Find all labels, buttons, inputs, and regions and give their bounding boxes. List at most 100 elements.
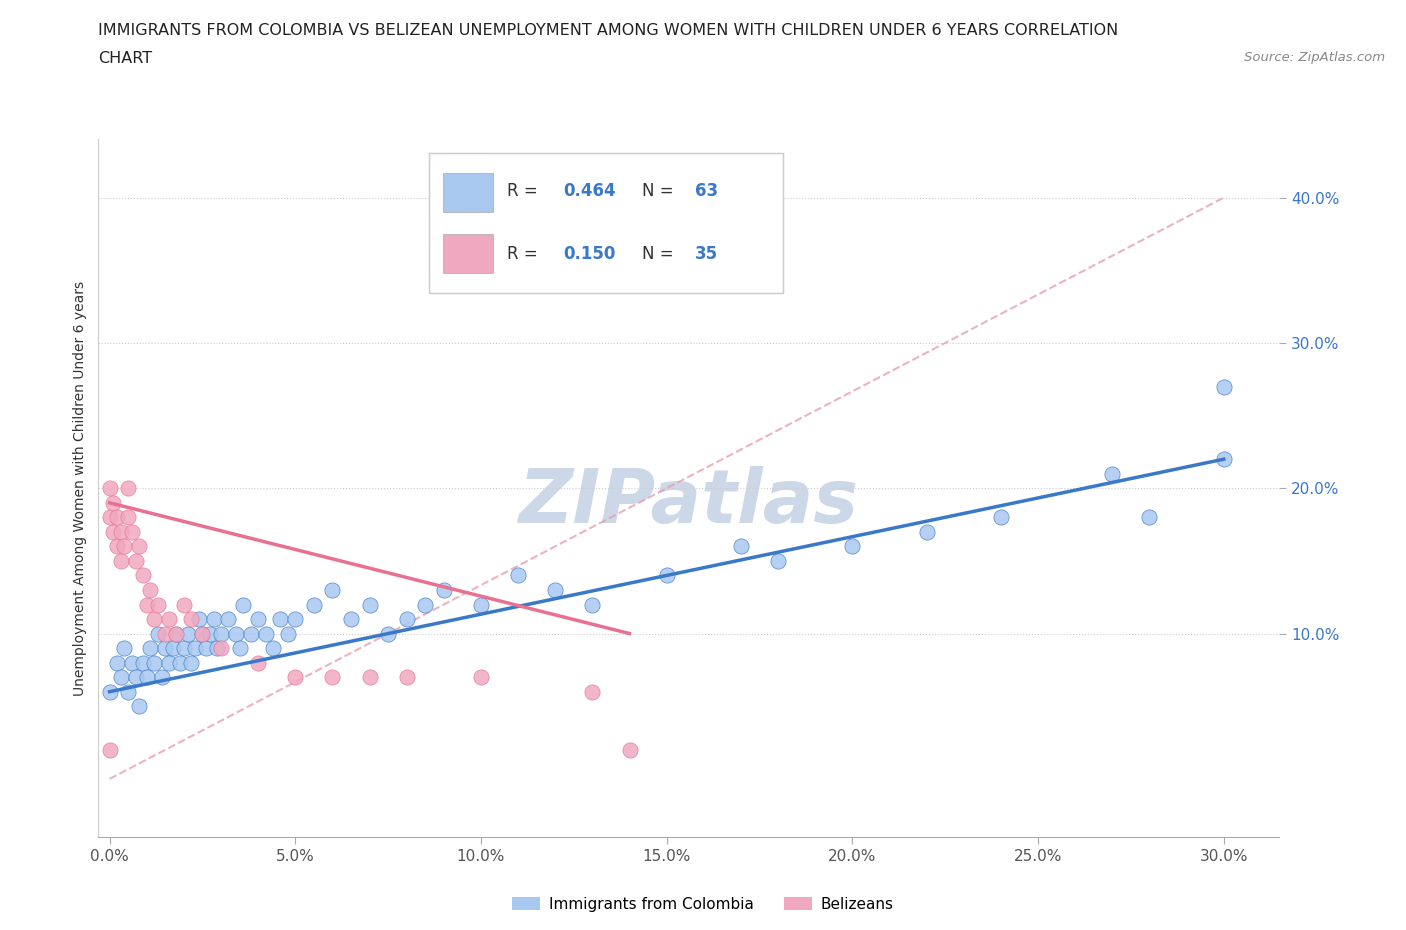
Point	[180, 612, 202, 627]
Point	[121, 525, 143, 539]
Point	[157, 655, 180, 670]
Point	[121, 655, 143, 670]
Point	[413, 597, 436, 612]
Point	[915, 525, 938, 539]
Point	[132, 655, 155, 670]
Point	[581, 597, 603, 612]
Point	[225, 626, 247, 641]
Point	[209, 641, 232, 656]
Point	[198, 626, 221, 641]
Point	[155, 626, 177, 641]
Point	[232, 597, 254, 612]
Point	[176, 626, 198, 641]
Point	[990, 510, 1012, 525]
Point	[544, 582, 567, 597]
Point	[105, 539, 128, 554]
Point	[128, 698, 150, 713]
Point	[124, 670, 146, 684]
Point	[180, 655, 202, 670]
Text: CHART: CHART	[98, 51, 152, 66]
Point	[150, 670, 173, 684]
Point	[191, 626, 214, 641]
Point	[139, 641, 162, 656]
Point	[254, 626, 277, 641]
Point	[98, 684, 121, 699]
Point	[165, 626, 187, 641]
Point	[132, 568, 155, 583]
Point	[1101, 466, 1123, 481]
Point	[470, 597, 492, 612]
Point	[139, 582, 162, 597]
Point	[105, 510, 128, 525]
Point	[395, 670, 418, 684]
Point	[359, 597, 381, 612]
Point	[619, 742, 641, 757]
Point	[162, 641, 184, 656]
Point	[841, 539, 863, 554]
Point	[187, 612, 209, 627]
Point	[98, 481, 121, 496]
Point	[321, 582, 343, 597]
Point	[302, 597, 325, 612]
Point	[228, 641, 250, 656]
Point	[155, 641, 177, 656]
Point	[135, 597, 157, 612]
Point	[143, 655, 166, 670]
Point	[146, 597, 169, 612]
Point	[110, 553, 132, 568]
Text: Source: ZipAtlas.com: Source: ZipAtlas.com	[1244, 51, 1385, 64]
Point	[1139, 510, 1161, 525]
Point	[207, 641, 229, 656]
Point	[1212, 452, 1234, 467]
Point	[321, 670, 343, 684]
Point	[247, 612, 270, 627]
Point	[284, 612, 307, 627]
Text: IMMIGRANTS FROM COLOMBIA VS BELIZEAN UNEMPLOYMENT AMONG WOMEN WITH CHILDREN UNDE: IMMIGRANTS FROM COLOMBIA VS BELIZEAN UNE…	[98, 23, 1119, 38]
Point	[730, 539, 752, 554]
Point	[239, 626, 262, 641]
Point	[103, 496, 125, 511]
Point	[117, 510, 139, 525]
Point	[284, 670, 307, 684]
Point	[202, 612, 225, 627]
Point	[340, 612, 363, 627]
Point	[191, 626, 214, 641]
Point	[117, 481, 139, 496]
Point	[184, 641, 207, 656]
Point	[195, 641, 218, 656]
Point	[247, 655, 270, 670]
Point	[262, 641, 284, 656]
Point	[277, 626, 299, 641]
Point	[98, 510, 121, 525]
Point	[470, 670, 492, 684]
Point	[581, 684, 603, 699]
Point	[395, 612, 418, 627]
Point	[128, 539, 150, 554]
Point	[110, 670, 132, 684]
Point	[655, 568, 678, 583]
Point	[165, 626, 187, 641]
Point	[209, 626, 232, 641]
Point	[143, 612, 166, 627]
Point	[157, 612, 180, 627]
Point	[112, 641, 135, 656]
Y-axis label: Unemployment Among Women with Children Under 6 years: Unemployment Among Women with Children U…	[73, 281, 87, 696]
Point	[117, 684, 139, 699]
Point	[135, 670, 157, 684]
Point	[103, 525, 125, 539]
Point	[766, 553, 789, 568]
Point	[146, 626, 169, 641]
Point	[105, 655, 128, 670]
Point	[98, 742, 121, 757]
Point	[1212, 379, 1234, 394]
Point	[173, 641, 195, 656]
Point	[112, 539, 135, 554]
Text: ZIPatlas: ZIPatlas	[519, 466, 859, 538]
Point	[269, 612, 291, 627]
Point	[169, 655, 191, 670]
Point	[433, 582, 456, 597]
Point	[359, 670, 381, 684]
Point	[217, 612, 239, 627]
Point	[173, 597, 195, 612]
Point	[110, 525, 132, 539]
